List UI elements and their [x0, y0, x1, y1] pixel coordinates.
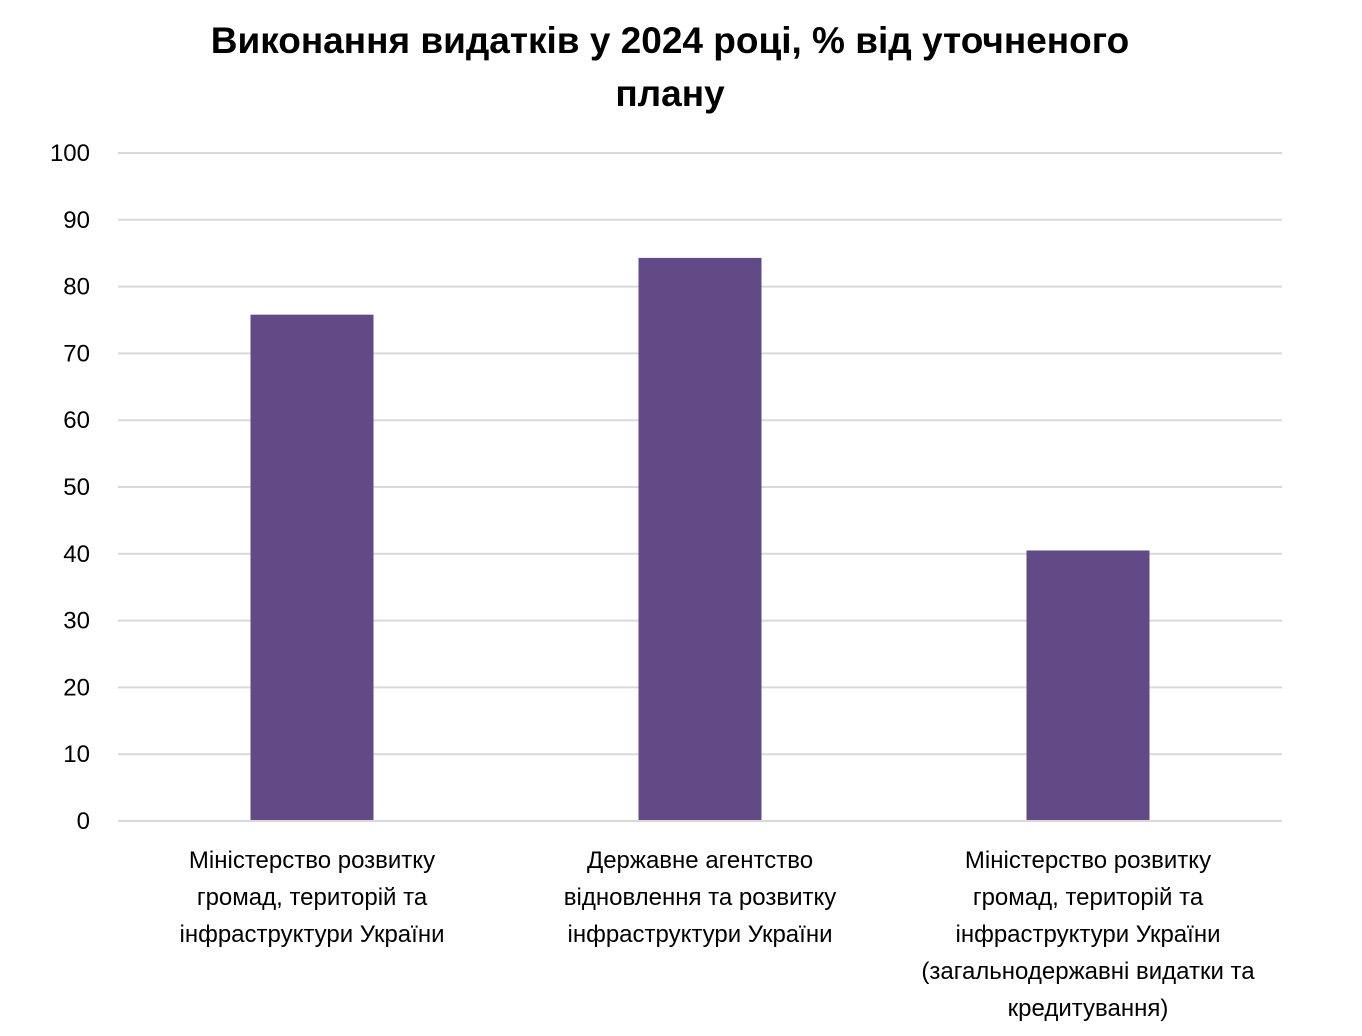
x-category-label-line: кредитування) — [1008, 995, 1169, 1022]
y-tick-label: 50 — [63, 474, 90, 501]
bar — [638, 257, 762, 822]
x-category-label-line: Міністерство розвитку — [965, 847, 1211, 874]
y-tick-label: 100 — [50, 140, 90, 167]
y-tick-label: 10 — [63, 741, 90, 768]
y-tick-label: 90 — [63, 207, 90, 234]
x-category-label: Міністерство розвитку громад, територій т… — [180, 847, 445, 948]
x-category-label: Міністерство розвитку громад, територій т… — [921, 847, 1255, 1022]
bar — [250, 314, 374, 821]
y-tick-label: 0 — [77, 808, 90, 835]
x-category-label-line: інфраструктури України — [568, 921, 833, 948]
bar — [1026, 550, 1150, 821]
x-category-label-line: громад, територій та — [973, 884, 1204, 911]
x-category-label-line: Міністерство розвитку — [189, 847, 435, 874]
x-category-label-line: (загальнодержавні видатки та — [921, 958, 1255, 985]
x-axis-category-labels: Міністерство розвитку громад, територій т… — [180, 847, 1256, 1022]
y-tick-label: 30 — [63, 608, 90, 635]
y-axis-tick-labels: 0 10 20 30 40 50 60 70 80 90 100 — [50, 140, 90, 835]
y-tick-label: 20 — [63, 674, 90, 701]
y-tick-label: 70 — [63, 340, 90, 367]
x-category-label-line: Державне агентство — [587, 847, 813, 874]
x-category-label-line: громад, територій та — [197, 884, 428, 911]
x-category-label: Державне агентство відновлення та розвитк… — [564, 847, 837, 948]
y-tick-label: 60 — [63, 407, 90, 434]
x-category-label-line: відновлення та розвитку — [564, 884, 837, 911]
x-category-label-line: інфраструктури України — [180, 921, 445, 948]
y-tick-label: 40 — [63, 541, 90, 568]
x-category-label-line: інфраструктури України — [956, 921, 1221, 948]
chart-title: Виконання видатків у 2024 році, % від ут… — [210, 20, 1130, 114]
bars — [250, 257, 1150, 822]
y-tick-label: 80 — [63, 274, 90, 301]
